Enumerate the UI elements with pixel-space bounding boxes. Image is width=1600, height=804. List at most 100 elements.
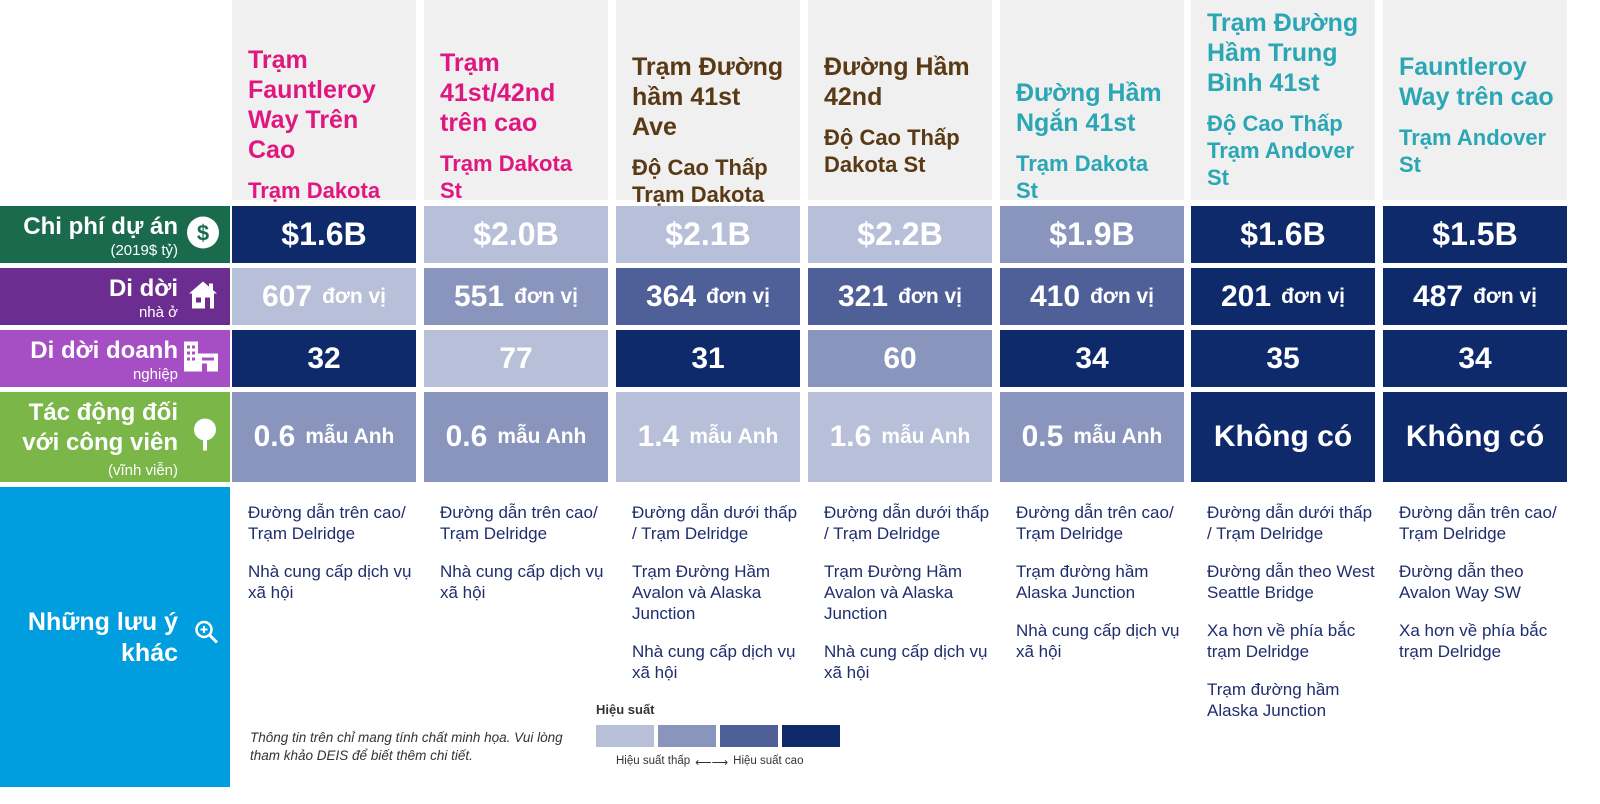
park-value: Không có: [1405, 420, 1545, 453]
notes-list: Đường dẫn dưới thấp / Trạm Delridge Trạm …: [632, 502, 800, 700]
business-cell: 77: [424, 330, 608, 387]
label-business-sub: nghiệp: [132, 366, 178, 383]
note-item: Trạm Đường Hầm Avalon và Alaska Junction: [824, 562, 963, 623]
note-item: Nhà cung cấp dịch vụ xã hội: [440, 562, 604, 602]
business-cell: 34: [1000, 330, 1184, 387]
project-cost-value: $1.6B: [1240, 216, 1326, 252]
residential-value: 551: [454, 279, 505, 313]
legend-low: Hiệu suất thấp: [616, 755, 691, 767]
business-value: 32: [307, 341, 341, 375]
residential-value: 201: [1221, 279, 1272, 313]
option-header: Fauntleroy Way trên cao Trạm Andover St: [1383, 0, 1567, 200]
label-park-title-2: với công viên: [22, 429, 178, 456]
park-value: 0.6: [445, 420, 488, 453]
footnote: Thông tin trên chỉ mang tính chất minh h…: [250, 730, 563, 763]
notes-list: Đường dẫn trên cao/ Trạm Delridge Đường d…: [1399, 502, 1567, 679]
project-cost-value: $1.6B: [281, 216, 367, 252]
note-item: Nhà cung cấp dịch vụ xã hội: [1016, 621, 1180, 661]
label-business-title: Di dời doanh: [30, 337, 178, 364]
house-icon: [186, 277, 220, 316]
residential-value: 364: [646, 279, 697, 313]
label-other-notes: Những lưu ý khác: [0, 487, 230, 787]
business-value: 77: [499, 341, 533, 375]
label-park-title-1: Tác động đối: [28, 399, 178, 426]
legend-swatch-3: [720, 725, 778, 747]
building-icon: [182, 339, 220, 378]
business-cell: 60: [808, 330, 992, 387]
legend-swatch-2: [658, 725, 716, 747]
notes-list: Đường dẫn trên cao/ Trạm Delridge Trạm đư…: [1016, 502, 1184, 679]
project-cost-value: $1.5B: [1432, 216, 1518, 252]
label-residential-sub: nhà ở: [138, 304, 178, 321]
park-cell: Không có: [1383, 392, 1567, 482]
residential-unit: đơn vị: [1473, 284, 1537, 308]
park-unit: mẫu Anh: [881, 425, 971, 448]
note-item: Xa hơn về phía bắc trạm Delridge: [1399, 621, 1548, 661]
note-item: Đường dẫn theo Avalon Way SW: [1399, 562, 1524, 602]
business-value: 34: [1075, 341, 1109, 375]
note-item: Đường dẫn dưới thấp / Trạm Delridge: [824, 503, 990, 543]
legend-arrow-icon: ⟵⟶: [695, 757, 729, 769]
park-value: 1.4: [637, 420, 680, 453]
residential-cell: 410 đơn vị: [1000, 268, 1184, 325]
notes-list: Đường dẫn trên cao/ Trạm Delridge Nhà cun…: [440, 502, 608, 620]
note-item: Đường dẫn trên cao/ Trạm Delridge: [1016, 503, 1174, 543]
notes-list: Đường dẫn dưới thấp / Trạm Delridge Đường…: [1207, 502, 1375, 738]
label-park-sub: (vĩnh viễn): [107, 462, 178, 479]
option-title: Đường Hầm 42nd: [824, 53, 970, 111]
business-cell: 32: [232, 330, 416, 387]
residential-value: 410: [1030, 279, 1081, 313]
business-value: 60: [883, 341, 917, 375]
park-cell: 1.6 mẫu Anh: [808, 392, 992, 482]
performance-legend: Hiệu suất Hiệu suất thấp ⟵⟶ Hiệu suất ca…: [596, 702, 840, 769]
option-title: Trạm 41st/42nd trên cao: [440, 49, 556, 137]
project-cost-value: $1.9B: [1049, 216, 1135, 252]
residential-unit: đơn vị: [322, 284, 386, 308]
business-value: 34: [1458, 341, 1492, 375]
project-cost-cell: $2.0B: [424, 206, 608, 263]
project-cost-value: $2.1B: [665, 216, 751, 252]
park-unit: mẫu Anh: [1073, 425, 1163, 448]
park-value: 0.6: [253, 420, 296, 453]
project-cost-cell: $1.5B: [1383, 206, 1567, 263]
project-cost-value: $2.2B: [857, 216, 943, 252]
note-item: Nhà cung cấp dịch vụ xã hội: [248, 562, 412, 602]
option-station: Độ Cao Thấp Trạm Andover St: [1207, 111, 1355, 190]
option-station: Trạm Dakota St: [1016, 151, 1149, 203]
park-cell: 0.6 mẫu Anh: [232, 392, 416, 482]
park-cell: Không có: [1191, 392, 1375, 482]
residential-cell: 364 đơn vị: [616, 268, 800, 325]
park-unit: mẫu Anh: [497, 425, 587, 448]
option-title: Trạm Đường hầm 41st Ave: [632, 53, 784, 141]
residential-cell: 487 đơn vị: [1383, 268, 1567, 325]
residential-unit: đơn vị: [514, 284, 578, 308]
project-cost-value: $2.0B: [473, 216, 559, 252]
option-title: Đường Hầm Ngắn 41st: [1016, 79, 1162, 137]
note-item: Đường dẫn trên cao/ Trạm Delridge: [1399, 503, 1557, 543]
option-header: Trạm Fauntleroy Way Trên Cao Trạm Dakota …: [232, 0, 416, 230]
option-station: Trạm Andover St: [1399, 125, 1547, 177]
business-cell: 34: [1383, 330, 1567, 387]
residential-value: 487: [1413, 279, 1464, 313]
legend-swatch-4: [782, 725, 840, 747]
option-title: Fauntleroy Way trên cao: [1399, 53, 1554, 111]
label-notes-title-1: Những lưu ý: [27, 608, 178, 636]
legend-scale: Hiệu suất thấp ⟵⟶ Hiệu suất cao: [596, 755, 840, 769]
option-header: Đường Hầm Ngắn 41st Trạm Dakota St: [1000, 0, 1184, 203]
park-cell: 0.5 mẫu Anh: [1000, 392, 1184, 482]
label-residential-title: Di dời: [108, 275, 178, 302]
residential-cell: 607 đơn vị: [232, 268, 416, 325]
project-cost-cell: $1.6B: [1191, 206, 1375, 263]
label-business-relocation: Di dời doanh nghiệp: [0, 330, 230, 387]
park-cell: 0.6 mẫu Anh: [424, 392, 608, 482]
note-item: Trạm Đường Hầm Avalon và Alaska Junction: [632, 562, 771, 623]
note-item: Xa hơn về phía bắc trạm Delridge: [1207, 621, 1356, 661]
note-item: Nhà cung cấp dịch vụ xã hội: [824, 642, 988, 682]
option-station: Trạm Dakota St: [440, 151, 573, 203]
option-header: Đường Hầm 42nd Độ Cao Thấp Dakota St: [808, 0, 992, 200]
legend-high: Hiệu suất cao: [733, 755, 804, 767]
park-unit: mẫu Anh: [305, 425, 395, 448]
note-item: Đường dẫn dưới thấp / Trạm Delridge: [632, 503, 798, 543]
option-header: Trạm 41st/42nd trên cao Trạm Dakota St: [424, 0, 608, 203]
svg-text:$: $: [197, 220, 209, 245]
